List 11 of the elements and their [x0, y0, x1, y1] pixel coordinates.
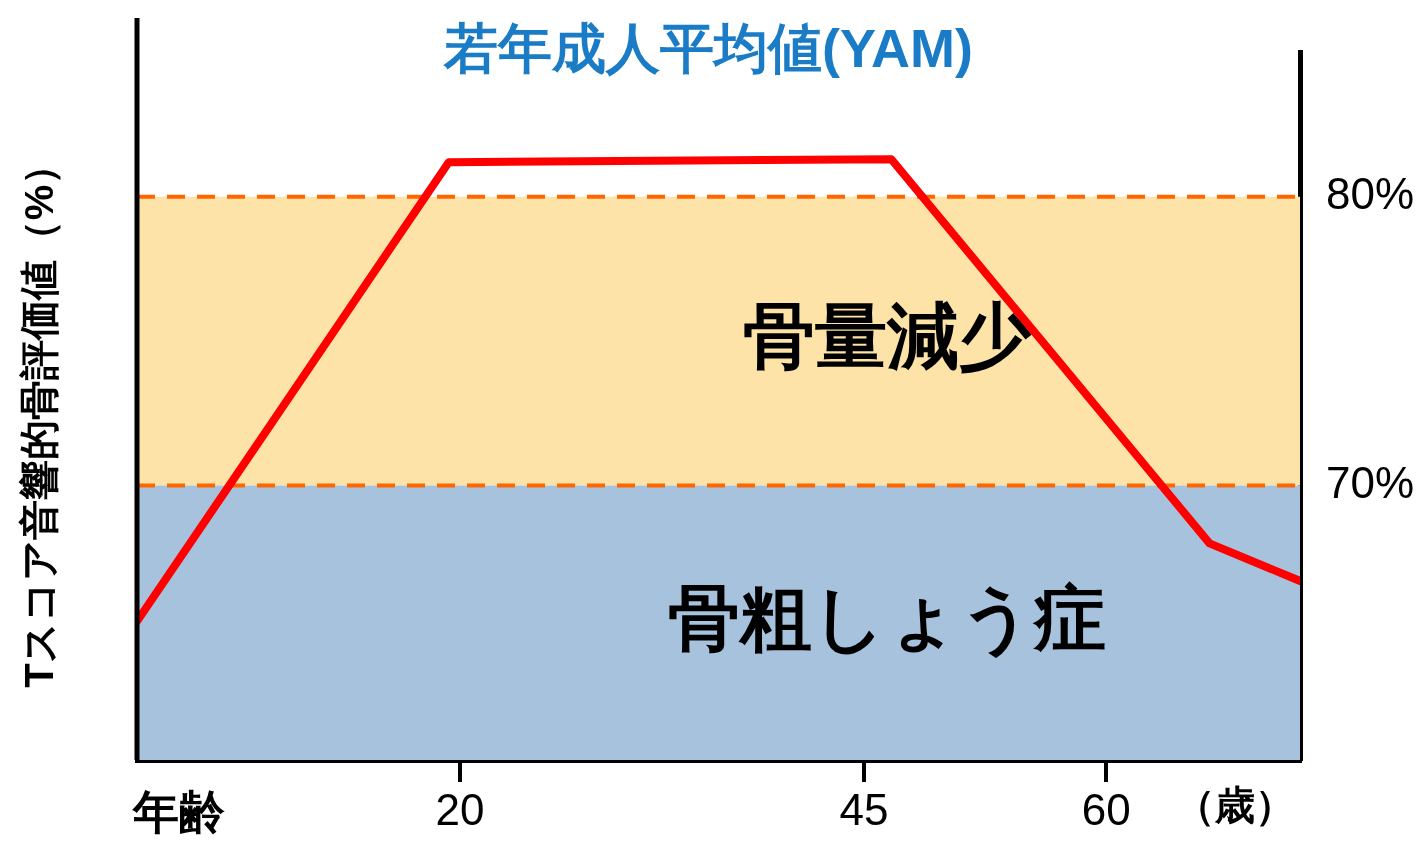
y-axis-title: Tスコア音響的骨評価値（%） — [17, 144, 62, 688]
x-tick-label: 20 — [435, 784, 485, 834]
band-label: 骨粗しょう症 — [668, 577, 1107, 659]
y-tick-label: 80% — [1326, 168, 1415, 218]
chart-title: 若年成人平均値(YAM) — [442, 17, 974, 78]
text: （歳） — [1175, 783, 1295, 828]
x-tick-label: 60 — [1081, 784, 1131, 834]
x-tick-label: 45 — [839, 784, 889, 834]
x-axis-title: 年齢 — [131, 785, 225, 838]
y-tick-label: 70% — [1326, 457, 1415, 507]
band-label: 骨量減少 — [743, 296, 1033, 377]
